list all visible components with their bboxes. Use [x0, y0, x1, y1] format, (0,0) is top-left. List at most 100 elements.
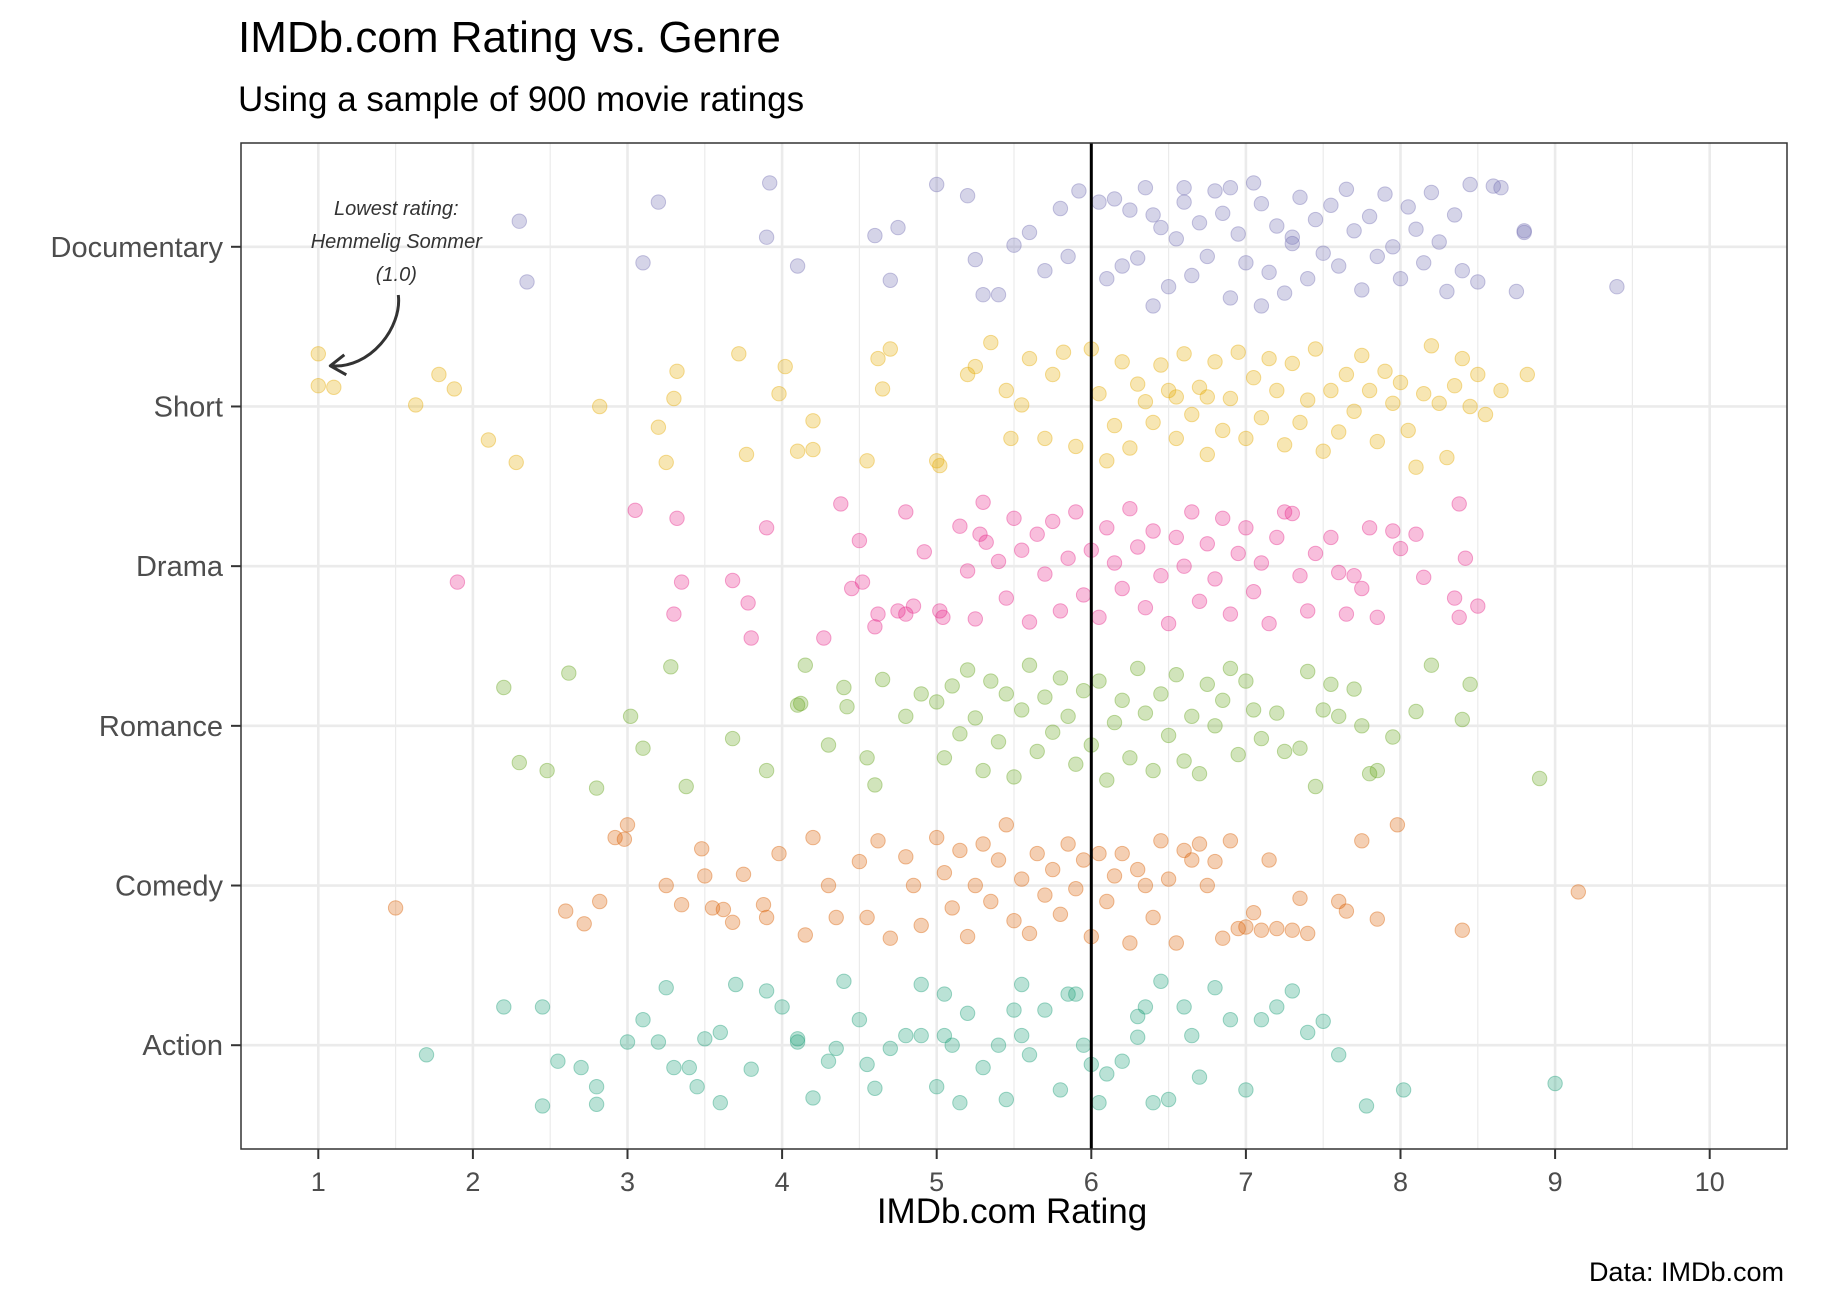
data-point — [1099, 893, 1115, 910]
data-point — [1439, 283, 1455, 300]
x-tick-label: 4 — [775, 1167, 790, 1197]
data-point — [916, 544, 932, 560]
data-point — [1068, 986, 1084, 1002]
data-point — [851, 853, 868, 870]
data-point — [1222, 833, 1239, 849]
data-point — [1331, 708, 1347, 724]
data-point — [1423, 338, 1440, 354]
data-point — [673, 897, 690, 913]
data-point — [697, 868, 713, 884]
data-point — [1238, 1082, 1254, 1098]
data-point — [1358, 1098, 1375, 1114]
data-point — [1408, 221, 1424, 237]
data-point — [1222, 180, 1239, 196]
data-point — [913, 976, 929, 993]
annotation-line: (1.0) — [376, 264, 417, 286]
data-point — [1454, 922, 1471, 938]
data-point — [1184, 708, 1200, 724]
data-point — [967, 251, 983, 268]
data-point — [913, 686, 929, 702]
data-point — [1315, 245, 1331, 261]
data-point — [1531, 770, 1548, 787]
data-point — [1137, 600, 1154, 616]
data-point — [1006, 510, 1022, 526]
data-point — [1276, 504, 1293, 520]
data-point — [1045, 861, 1061, 878]
grid-lines — [241, 143, 1787, 1149]
data-point — [418, 1047, 435, 1063]
x-tick-label: 5 — [929, 1167, 944, 1197]
data-point — [1130, 1029, 1146, 1045]
data-point — [898, 708, 914, 724]
data-point — [1215, 205, 1231, 222]
data-point — [935, 609, 951, 625]
data-point — [952, 1095, 968, 1111]
data-point — [967, 877, 983, 894]
data-point — [959, 662, 976, 678]
data-point — [1261, 264, 1277, 280]
data-point — [1191, 215, 1208, 231]
data-point — [724, 914, 741, 930]
data-point — [1021, 224, 1038, 241]
data-point — [387, 900, 404, 916]
data-point — [1238, 255, 1254, 271]
x-tick-label: 9 — [1548, 1167, 1563, 1197]
data-point — [932, 603, 948, 619]
data-point — [1451, 609, 1467, 625]
data-point — [592, 398, 608, 415]
data-point — [1323, 382, 1339, 399]
data-point — [882, 1040, 898, 1057]
annotation: Lowest rating: Hemmelig Sommer (1.0) — [311, 198, 483, 377]
data-point — [1300, 271, 1316, 287]
data-point — [1037, 1002, 1053, 1018]
data-point — [929, 1079, 945, 1095]
data-point — [1253, 555, 1270, 571]
data-point — [1037, 566, 1053, 582]
data-point — [1323, 197, 1339, 214]
data-point — [1354, 833, 1370, 849]
data-point — [715, 901, 732, 918]
data-point — [1006, 1002, 1022, 1018]
data-point — [1029, 743, 1045, 760]
x-tick-label: 10 — [1695, 1167, 1725, 1197]
data-point — [1052, 1082, 1069, 1098]
data-point — [480, 432, 497, 448]
data-point — [828, 909, 844, 926]
data-point — [666, 606, 682, 622]
chart-subtitle: Using a sample of 900 movie ratings — [238, 80, 804, 119]
data-point — [1392, 374, 1409, 391]
data-point — [851, 1012, 868, 1028]
annotation-line: Hemmelig Sommer — [311, 231, 483, 253]
data-point — [735, 866, 752, 882]
data-point — [1462, 398, 1478, 415]
data-point — [1369, 433, 1386, 450]
data-point — [1145, 1095, 1161, 1111]
data-point — [408, 397, 424, 413]
data-point — [1207, 183, 1223, 199]
data-point — [1253, 196, 1270, 212]
data-point — [959, 188, 976, 204]
data-point — [805, 1090, 821, 1106]
data-point — [1431, 395, 1447, 411]
data-point — [1516, 223, 1532, 239]
data-point — [1130, 376, 1146, 392]
data-point — [959, 928, 976, 945]
data-point — [1408, 459, 1424, 475]
data-point — [1037, 887, 1053, 903]
data-point — [1300, 925, 1316, 942]
data-point — [1462, 676, 1478, 692]
data-point — [1354, 347, 1370, 364]
data-point — [936, 750, 953, 766]
data-point — [952, 842, 968, 859]
data-point — [836, 973, 852, 989]
data-point — [1176, 842, 1192, 859]
data-point — [1091, 194, 1107, 210]
data-point — [867, 777, 883, 793]
data-point — [959, 366, 976, 383]
data-point — [805, 441, 821, 458]
data-point — [738, 446, 755, 463]
data-point — [724, 730, 741, 747]
data-point — [1045, 366, 1061, 383]
data-point — [1091, 386, 1107, 402]
data-point — [1346, 681, 1362, 697]
